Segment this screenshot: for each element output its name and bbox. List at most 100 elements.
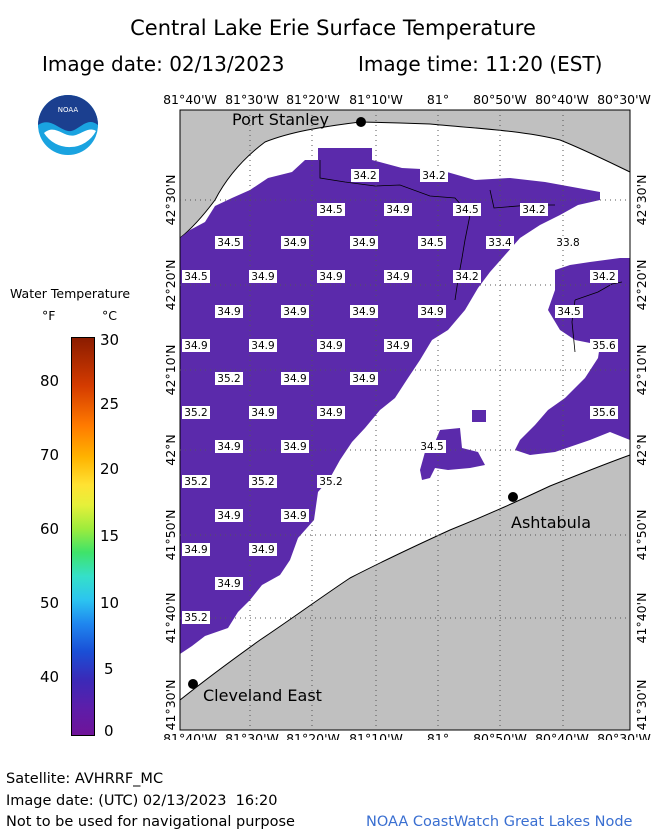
c-tick: 0: [104, 722, 114, 740]
temperature-label-box: [281, 372, 309, 385]
temperature-label-box: [249, 406, 277, 419]
c-tick: 30: [100, 331, 120, 349]
lat-label: 41°50'N: [163, 510, 178, 561]
temperature-label-box: [182, 611, 210, 624]
temperature-label: 34.9: [350, 236, 378, 249]
temperature-label: 34.9: [384, 203, 412, 216]
temperature-label-box: [317, 339, 345, 352]
f-tick: 70: [40, 446, 60, 464]
temperature-value: 34.5: [217, 237, 240, 249]
place-port-stanley: Port Stanley: [232, 110, 366, 129]
lat-label: 41°50'N: [634, 510, 649, 561]
temperature-label-box: [317, 270, 345, 283]
temperature-value: 34.5: [420, 441, 443, 453]
temperature-label-box: [555, 305, 583, 318]
temperature-value: 35.2: [184, 407, 207, 419]
c-tick: 15: [100, 527, 120, 545]
temperature-label-box: [418, 440, 446, 453]
temperature-value: 34.9: [217, 306, 240, 318]
temperature-value: 34.9: [352, 373, 375, 385]
f-tick: 40: [40, 668, 60, 686]
temperature-label: 34.9: [317, 270, 345, 283]
image-time: Image time: 11:20 (EST): [358, 52, 603, 76]
temperature-value: 34.5: [455, 204, 478, 216]
lon-label: 80°50'W: [473, 731, 527, 740]
temperature-label: 34.9: [418, 305, 446, 318]
temperature-label: 34.9: [384, 339, 412, 352]
temperature-label-box: [350, 236, 378, 249]
temperature-label: 35.2: [317, 475, 345, 488]
temperature-label: 34.5: [215, 236, 243, 249]
temperature-colorbar: [71, 337, 95, 736]
c-tick: 20: [100, 460, 120, 478]
temperature-label: 33.8: [554, 236, 582, 249]
temperature-value: 34.9: [283, 373, 306, 385]
temperature-value: 35.2: [184, 476, 207, 488]
temperature-value: 34.9: [319, 340, 342, 352]
lat-label: 42°20'N: [634, 260, 649, 311]
lon-label: 81°10'W: [349, 731, 403, 740]
temperature-label: 34.2: [590, 270, 618, 283]
lon-label: 80°30'W: [597, 731, 651, 740]
temperature-label-box: [350, 305, 378, 318]
temperature-label-box: [249, 270, 277, 283]
page-title: Central Lake Erie Surface Temperature: [130, 16, 536, 40]
temperature-label-box: [182, 406, 210, 419]
temperature-value: 35.2: [217, 373, 240, 385]
lon-label: 81°40'W: [163, 731, 217, 740]
temperature-label: 35.2: [182, 475, 210, 488]
temperature-label-box: [317, 203, 345, 216]
temperature-value: 34.9: [420, 306, 443, 318]
temperature-label-box: [215, 509, 243, 522]
temperature-value: 34.2: [455, 271, 478, 283]
lon-label: 81°30'W: [225, 731, 279, 740]
temperature-label: 34.9: [281, 305, 309, 318]
temperature-label-box: [590, 339, 618, 352]
temperature-label-box: [384, 270, 412, 283]
temperature-value: 34.9: [283, 510, 306, 522]
temperature-value: 34.9: [184, 544, 207, 556]
temperature-label-box: [554, 236, 582, 249]
temperature-label-box: [384, 339, 412, 352]
temperature-label: 34.5: [317, 203, 345, 216]
place-ashtabula: Ashtabula: [508, 492, 591, 532]
land-north: [179, 109, 631, 240]
temperature-label-box: [384, 203, 412, 216]
temperature-label: 35.2: [182, 406, 210, 419]
temperature-value: 34.9: [251, 407, 274, 419]
temperature-label-box: [215, 372, 243, 385]
temperature-label-box: [351, 169, 379, 182]
footer-satellite: Satellite: AVHRRF_MC: [6, 771, 164, 787]
temperature-label-box: [486, 236, 514, 249]
temperature-label-box: [420, 169, 448, 182]
temperature-value: 34.9: [386, 340, 409, 352]
temperature-value: 34.9: [251, 271, 274, 283]
temperature-value: 34.9: [319, 407, 342, 419]
legend-title: Water Temperature: [10, 286, 131, 301]
temperature-value: 34.2: [422, 170, 445, 182]
legend-unit-c: °C: [102, 308, 117, 323]
noaa-logo: NOAA: [38, 95, 98, 155]
temperature-value: 34.2: [353, 170, 376, 182]
f-tick: 80: [40, 372, 60, 390]
temperature-label-box: [249, 339, 277, 352]
temperature-label-box: [249, 475, 277, 488]
lat-label: 42°10'N: [634, 345, 649, 396]
place-label: Ashtabula: [511, 513, 591, 532]
temperature-value: 34.9: [251, 340, 274, 352]
map-border: [179, 109, 631, 731]
place-cleveland-east: Cleveland East: [188, 679, 322, 705]
temperature-label: 34.9: [215, 440, 243, 453]
temperature-label: 34.2: [420, 169, 448, 182]
temperature-label: 34.9: [215, 577, 243, 590]
sst-map: 81°40'W 81°30'W 81°20'W 81°10'W 81° 80°5…: [163, 92, 651, 740]
place-marker: [188, 679, 198, 689]
temperature-label: 34.9: [350, 372, 378, 385]
graticule: [180, 110, 630, 730]
temperature-label: 34.9: [384, 270, 412, 283]
temperature-label: 34.2: [520, 203, 548, 216]
temperature-value: 34.9: [352, 237, 375, 249]
temperature-value: 34.9: [251, 544, 274, 556]
temperature-value: 34.9: [283, 441, 306, 453]
temperature-value: 34.9: [184, 340, 207, 352]
